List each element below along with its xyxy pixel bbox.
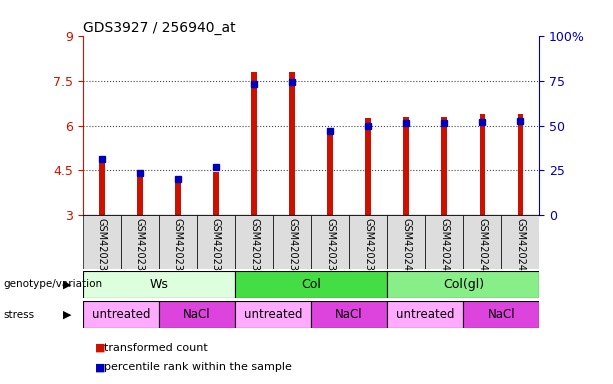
Bar: [387, 301, 463, 328]
Text: untreated: untreated: [244, 308, 302, 321]
Text: untreated: untreated: [91, 308, 150, 321]
Text: GSM420238: GSM420238: [325, 218, 335, 277]
Bar: [463, 215, 501, 269]
Bar: [327, 129, 333, 215]
Bar: [197, 215, 235, 269]
Text: GSM420243: GSM420243: [516, 218, 525, 277]
Bar: [501, 215, 539, 269]
Bar: [463, 301, 539, 328]
Text: stress: stress: [3, 310, 34, 320]
Bar: [83, 301, 159, 328]
Bar: [479, 114, 485, 215]
Bar: [235, 271, 387, 298]
Bar: [517, 114, 524, 215]
Text: GSM420237: GSM420237: [287, 218, 297, 277]
Bar: [387, 271, 539, 298]
Bar: [235, 215, 273, 269]
Text: GSM420232: GSM420232: [97, 218, 107, 277]
Bar: [235, 301, 311, 328]
Text: Col(gl): Col(gl): [443, 278, 484, 291]
Text: GSM420240: GSM420240: [402, 218, 411, 277]
Text: GSM420241: GSM420241: [440, 218, 449, 277]
Bar: [159, 215, 197, 269]
Text: ▶: ▶: [63, 279, 72, 289]
Text: NaCl: NaCl: [183, 308, 211, 321]
Bar: [273, 215, 311, 269]
Bar: [83, 271, 235, 298]
Bar: [159, 301, 235, 328]
Text: ■: ■: [95, 343, 105, 353]
Text: genotype/variation: genotype/variation: [3, 279, 102, 289]
Bar: [441, 117, 447, 215]
Text: Col: Col: [301, 278, 321, 291]
Bar: [289, 71, 295, 215]
Bar: [387, 215, 425, 269]
Bar: [311, 215, 349, 269]
Text: percentile rank within the sample: percentile rank within the sample: [104, 362, 292, 372]
Text: GSM420239: GSM420239: [363, 218, 373, 277]
Bar: [213, 172, 219, 215]
Text: transformed count: transformed count: [104, 343, 208, 353]
Bar: [83, 215, 121, 269]
Text: GSM420235: GSM420235: [211, 218, 221, 277]
Bar: [349, 215, 387, 269]
Bar: [403, 117, 409, 215]
Text: GSM420233: GSM420233: [135, 218, 145, 277]
Bar: [251, 72, 257, 215]
Bar: [311, 301, 387, 328]
Text: ▶: ▶: [63, 310, 72, 320]
Text: untreated: untreated: [396, 308, 454, 321]
Bar: [99, 163, 105, 215]
Text: GDS3927 / 256940_at: GDS3927 / 256940_at: [83, 22, 235, 35]
Text: ■: ■: [95, 362, 105, 372]
Bar: [137, 175, 143, 215]
Text: NaCl: NaCl: [487, 308, 515, 321]
Text: GSM420236: GSM420236: [249, 218, 259, 277]
Text: NaCl: NaCl: [335, 308, 363, 321]
Text: GSM420242: GSM420242: [478, 218, 487, 277]
Bar: [425, 215, 463, 269]
Bar: [175, 179, 181, 215]
Bar: [121, 215, 159, 269]
Text: Ws: Ws: [150, 278, 169, 291]
Text: GSM420234: GSM420234: [173, 218, 183, 277]
Bar: [365, 118, 371, 215]
